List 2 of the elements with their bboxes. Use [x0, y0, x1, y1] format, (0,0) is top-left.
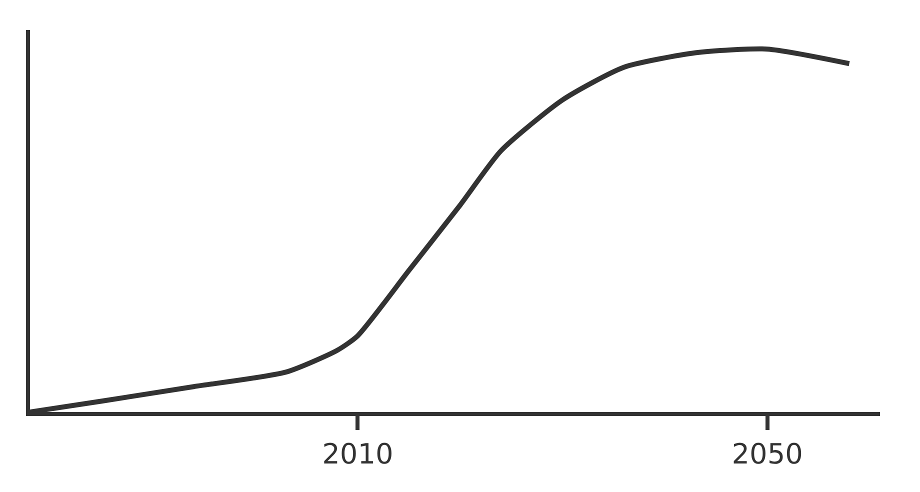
x-tick-label: 2050: [732, 438, 803, 471]
x-tick-label: 2010: [322, 438, 394, 471]
